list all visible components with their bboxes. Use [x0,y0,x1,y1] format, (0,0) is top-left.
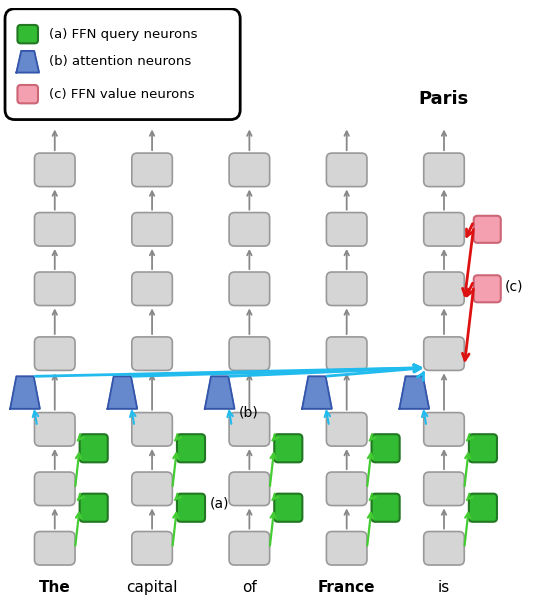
FancyBboxPatch shape [229,472,270,506]
Text: capital: capital [126,580,178,595]
FancyBboxPatch shape [177,434,205,462]
FancyBboxPatch shape [80,493,108,522]
FancyBboxPatch shape [372,434,399,462]
FancyBboxPatch shape [424,337,464,370]
FancyBboxPatch shape [326,337,367,370]
FancyBboxPatch shape [177,493,205,522]
FancyBboxPatch shape [424,153,464,187]
FancyBboxPatch shape [229,153,270,187]
FancyBboxPatch shape [474,216,501,243]
FancyBboxPatch shape [132,153,172,187]
FancyBboxPatch shape [326,412,367,446]
Text: The: The [39,580,70,595]
FancyBboxPatch shape [229,412,270,446]
FancyBboxPatch shape [229,272,270,306]
FancyBboxPatch shape [326,153,367,187]
FancyBboxPatch shape [474,275,501,303]
FancyBboxPatch shape [80,434,108,462]
Polygon shape [399,376,429,409]
FancyBboxPatch shape [5,9,240,120]
FancyBboxPatch shape [274,434,302,462]
FancyBboxPatch shape [35,153,75,187]
FancyBboxPatch shape [372,493,399,522]
Polygon shape [16,51,39,73]
FancyBboxPatch shape [469,493,497,522]
Text: France: France [318,580,376,595]
FancyBboxPatch shape [326,472,367,506]
Text: (a) FFN query neurons: (a) FFN query neurons [49,27,198,41]
FancyBboxPatch shape [424,472,464,506]
FancyBboxPatch shape [132,472,172,506]
Text: (c): (c) [505,279,524,293]
Text: (c) FFN value neurons: (c) FFN value neurons [49,88,195,101]
FancyBboxPatch shape [35,212,75,246]
Text: (a): (a) [209,497,229,511]
FancyBboxPatch shape [132,412,172,446]
Polygon shape [10,376,40,409]
FancyBboxPatch shape [229,212,270,246]
FancyBboxPatch shape [35,531,75,565]
FancyBboxPatch shape [132,272,172,306]
FancyBboxPatch shape [35,337,75,370]
FancyBboxPatch shape [274,493,302,522]
FancyBboxPatch shape [35,272,75,306]
Text: is: is [438,580,450,595]
Text: Paris: Paris [419,90,469,108]
FancyBboxPatch shape [132,212,172,246]
FancyBboxPatch shape [17,25,38,43]
FancyBboxPatch shape [229,531,270,565]
Text: (b): (b) [239,405,259,419]
Text: of: of [242,580,257,595]
Polygon shape [107,376,137,409]
Polygon shape [302,376,332,409]
FancyBboxPatch shape [132,337,172,370]
FancyBboxPatch shape [17,85,38,103]
Text: (b) attention neurons: (b) attention neurons [49,56,192,68]
FancyBboxPatch shape [35,412,75,446]
FancyBboxPatch shape [35,472,75,506]
FancyBboxPatch shape [326,272,367,306]
FancyBboxPatch shape [424,412,464,446]
FancyBboxPatch shape [424,272,464,306]
Polygon shape [205,376,235,409]
FancyBboxPatch shape [132,531,172,565]
FancyBboxPatch shape [424,212,464,246]
FancyBboxPatch shape [326,531,367,565]
FancyBboxPatch shape [326,212,367,246]
FancyBboxPatch shape [424,531,464,565]
FancyBboxPatch shape [469,434,497,462]
FancyBboxPatch shape [229,337,270,370]
